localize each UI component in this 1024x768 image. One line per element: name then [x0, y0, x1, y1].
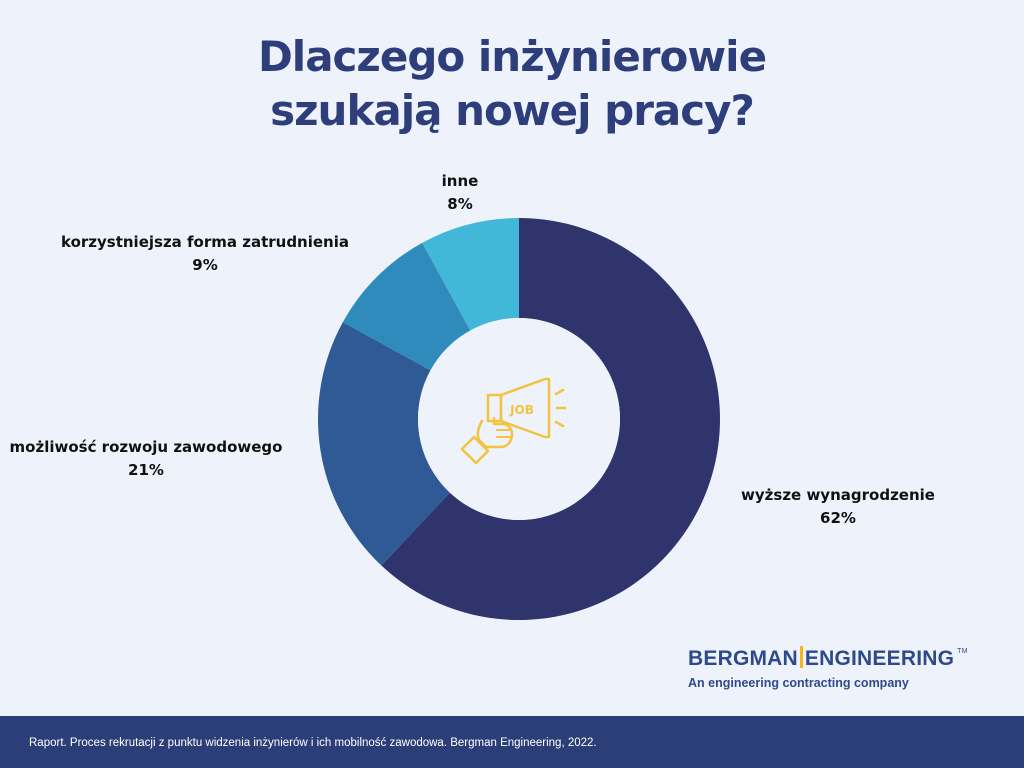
hand-cuff: [460, 435, 490, 465]
slice-label-text: inne: [441, 172, 479, 190]
label-wyzsze-wynagrodzenie: wyższe wynagrodzenie 62%: [738, 484, 938, 530]
slice-label-text: korzystniejsza forma zatrudnienia: [61, 233, 349, 251]
donut-chart: JOB: [317, 218, 720, 620]
megaphone-job-icon: JOB: [460, 377, 567, 465]
slice-label-text: wyższe wynagrodzenie: [741, 486, 935, 504]
chart-title-line-1: Dlaczego inżynierowie: [257, 32, 767, 81]
slice-label-text: możliwość rozwoju zawodowego: [9, 438, 283, 456]
brand-name: BERGMAN ENGINEERING TM: [688, 646, 968, 671]
job-icon-text: JOB: [509, 403, 534, 417]
label-mozliwosc-rozwoju: możliwość rozwoju zawodowego 21%: [4, 436, 288, 482]
donut-slice-3: [422, 218, 519, 331]
megaphone-rim: [486, 393, 503, 423]
brand-logo: BERGMAN ENGINEERING TM An engineering cont…: [688, 646, 968, 690]
slice-value-text: 8%: [447, 195, 473, 213]
hand-fist: [476, 416, 514, 449]
donut-slice-1: [317, 322, 450, 566]
slice-value-text: 9%: [192, 256, 218, 274]
label-inne: inne 8%: [410, 170, 510, 216]
brand-tagline: An engineering contracting company: [688, 676, 909, 690]
brand-name-right: ENGINEERING: [804, 647, 955, 670]
slice-value-text: 62%: [820, 509, 856, 527]
footer-source-text: Raport. Proces rekrutacji z punktu widze…: [29, 737, 597, 749]
sound-line-top: [554, 388, 565, 396]
slice-value-text: 21%: [128, 461, 164, 479]
brand-name-left: BERGMAN: [688, 647, 798, 670]
trademark-mark: TM: [957, 648, 968, 655]
donut-slice-0: [381, 218, 720, 620]
brand-divider-bar: [799, 646, 803, 668]
label-korzystniejsza-forma: korzystniejsza forma zatrudnienia 9%: [54, 231, 356, 277]
chart-title-line-2: szukają nowej pracy?: [270, 86, 755, 135]
footer-bar: Raport. Proces rekrutacji z punktu widze…: [0, 716, 1024, 768]
donut-hole: [418, 318, 620, 520]
sound-line-bottom: [554, 420, 565, 428]
hand-fingers: [496, 429, 511, 438]
donut-slice-2: [342, 242, 471, 371]
chart-title: Dlaczego inżynierowie szukają nowej prac…: [0, 30, 1024, 138]
